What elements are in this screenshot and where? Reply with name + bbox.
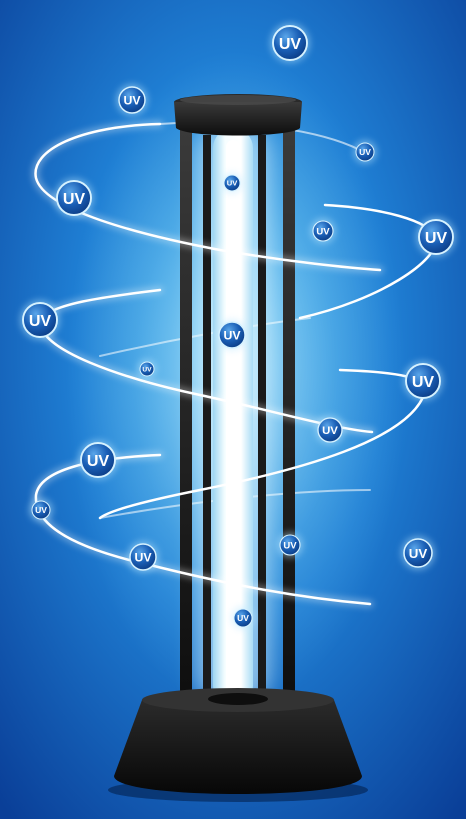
uv-bubble: UV	[310, 218, 336, 244]
uv-bubble: UV	[137, 359, 157, 379]
uv-bubble-circle	[355, 142, 375, 162]
uv-bubble-circle	[56, 180, 92, 216]
front-post-right	[283, 128, 295, 712]
uv-bubble-circle	[118, 86, 146, 114]
uv-bubble-circle	[31, 500, 51, 520]
uv-bubble-label: UV	[63, 190, 86, 208]
uv-bubble-circle	[312, 220, 334, 242]
uv-bubble-label: UV	[359, 147, 371, 157]
uv-bubble: UV	[54, 178, 94, 218]
uv-bubble-circle	[218, 321, 246, 349]
top-cap	[174, 102, 302, 136]
uv-bubble-circle	[233, 608, 253, 628]
uv-bubble-circle	[129, 543, 157, 571]
uv-bubble-label: UV	[283, 540, 297, 551]
uv-bubble-circle	[405, 363, 441, 399]
uv-bubble: UV	[270, 23, 310, 63]
uv-bubble-circle	[403, 538, 433, 568]
uv-bubble: UV	[116, 84, 148, 116]
uv-bubble-label: UV	[412, 373, 435, 391]
uv-bubble-label: UV	[322, 425, 338, 437]
uv-bubble-circle	[80, 442, 116, 478]
uv-bubble-circle	[139, 361, 155, 377]
uv-bubble-label: UV	[134, 550, 152, 564]
uv-bubble-circle	[223, 174, 241, 192]
uv-bubble-circle	[22, 302, 58, 338]
uv-bubble: UV	[353, 140, 377, 164]
uv-bubble: UV	[315, 415, 345, 445]
uv-bubble-label: UV	[35, 505, 47, 515]
top-cap-highlight	[180, 95, 296, 105]
uv-bubble: UV	[20, 300, 60, 340]
uv-bubble: UV	[221, 172, 243, 194]
uv-bubble: UV	[401, 536, 435, 570]
uv-bubble: UV	[403, 361, 443, 401]
base-socket	[208, 693, 268, 705]
rear-post-right	[258, 135, 266, 705]
uv-bubble-label: UV	[237, 613, 249, 623]
uv-bubble-circle	[279, 534, 301, 556]
uv-bubble-label: UV	[123, 93, 141, 107]
uv-bubble-circle	[317, 417, 343, 443]
uv-bubble-circle	[272, 25, 308, 61]
uv-bubble-label: UV	[223, 328, 241, 342]
uv-bubble-circle	[418, 219, 454, 255]
rear-post-left	[203, 135, 211, 705]
front-post-left	[180, 128, 192, 712]
uv-bubble: UV	[29, 498, 53, 522]
uv-bubble: UV	[216, 319, 248, 351]
uv-bubble-label: UV	[316, 226, 330, 237]
uv-bubble-label: UV	[409, 546, 428, 561]
uv-bubble-label: UV	[425, 229, 448, 247]
uv-bubble: UV	[127, 541, 159, 573]
uv-bubble-label: UV	[87, 452, 110, 470]
uv-bubble: UV	[78, 440, 118, 480]
uv-bubble-label: UV	[279, 35, 302, 53]
lamp-base	[114, 692, 362, 794]
uv-tube-core	[226, 140, 240, 696]
uv-bubbles: UV UV UV UV UV UV UV UV UV UV UV UV UV UV UV UV UV UV	[20, 23, 456, 630]
uv-bubble: UV	[277, 532, 303, 558]
uv-bubble: UV	[416, 217, 456, 257]
uv-bubble-label: UV	[142, 366, 152, 373]
uv-bubble-label: UV	[227, 179, 238, 188]
uv-bubble-label: UV	[29, 312, 52, 330]
uv-bubble: UV	[231, 606, 255, 630]
